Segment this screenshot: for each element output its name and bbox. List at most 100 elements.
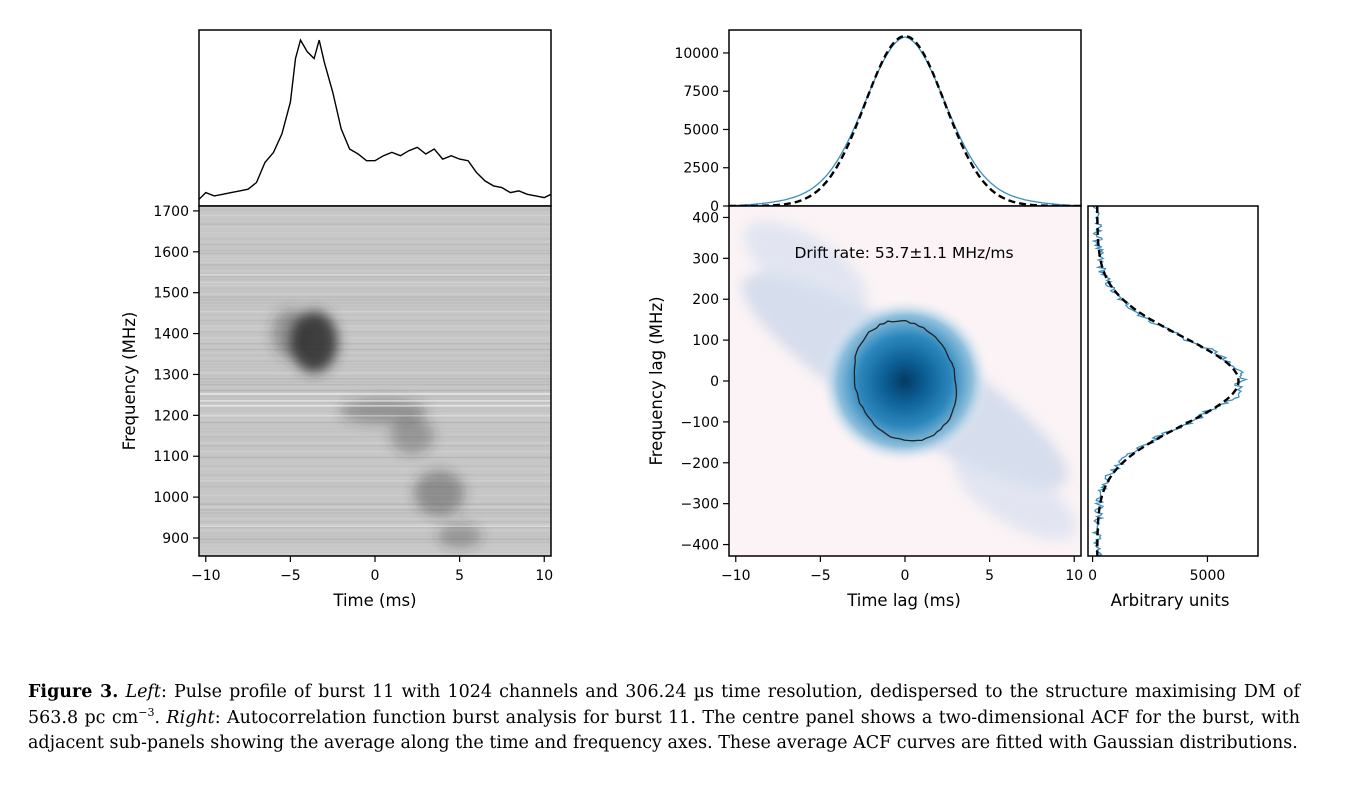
acf-lower-lobe	[953, 451, 1077, 541]
spectrum-rfi-band	[199, 392, 551, 395]
spectrum-channel-stripe	[199, 267, 551, 269]
caption-left-sup: −3	[138, 705, 155, 719]
spectrum-channel-stripe	[199, 483, 551, 485]
time-acf-y-tick-label: 5000	[683, 122, 719, 138]
spectrum-channel-stripe	[199, 468, 551, 470]
spectrum-channel-stripe	[199, 357, 551, 360]
spectrum-rfi-band	[199, 525, 551, 527]
dynamic-spectrum-panel: −10 −5 0 5 10 900 1000 1100 1200 1300 1400 1500 160…	[120, 204, 553, 610]
spectrum-channel-stripe	[199, 334, 551, 336]
time-acf-frame	[728, 29, 1082, 207]
spectrum-channel-stripe	[199, 276, 551, 278]
spectrum-channel-stripe	[199, 523, 551, 526]
acf-y-axis-label: Frequency lag (MHz)	[647, 296, 666, 465]
spectrum-channel-stripe	[199, 453, 551, 456]
spectrum-emission-region	[390, 417, 435, 455]
time-acf-y-tick-label: 2500	[683, 161, 719, 177]
spectrum-channel-stripe	[199, 369, 551, 371]
spectrum-channel-stripe	[199, 442, 551, 444]
spectrum-y-tick-label: 1100	[153, 449, 189, 465]
spectrum-x-tick-label: 0	[371, 568, 380, 584]
spectrum-channel-stripe	[199, 465, 551, 467]
spectrum-channel-stripe	[199, 538, 551, 540]
spectrum-channel-stripe	[199, 348, 551, 351]
acf-y-tick-label: 0	[710, 374, 719, 390]
spectrum-channel-stripe	[199, 214, 551, 217]
spectrum-y-tick-label: 1600	[153, 245, 189, 261]
spectrum-channel-stripe	[199, 316, 551, 319]
spectrum-channel-stripe	[199, 471, 551, 473]
spectrum-channel-stripe	[199, 290, 551, 292]
spectrum-channel-stripe	[199, 346, 551, 348]
pulse-profile-line	[199, 38, 551, 200]
frequency-acf-frame	[1087, 205, 1259, 557]
spectrum-channel-stripe	[199, 366, 551, 368]
spectrum-channel-stripe	[199, 477, 551, 479]
spectrum-channel-stripe	[199, 232, 551, 234]
spectrum-channel-stripe	[199, 243, 551, 246]
spectrum-channel-stripe	[199, 456, 551, 459]
spectrum-channel-stripe	[199, 439, 551, 441]
spectrum-channel-stripe	[199, 518, 551, 520]
spectrum-rfi-band	[199, 415, 551, 417]
spectrum-channel-stripe	[199, 354, 551, 357]
spectrum-y-tick-label: 900	[162, 531, 189, 547]
acf-upper-lobe	[743, 221, 867, 311]
acf-x-tick-label: −5	[810, 568, 831, 584]
caption-left-word: Left	[125, 682, 161, 702]
caption-left-text: : Pulse profile of burst 11 with 1024 ch…	[28, 682, 1300, 728]
pulse-profile-panel	[198, 29, 552, 207]
spectrum-emission-region	[271, 309, 309, 359]
spectrum-channel-stripe	[199, 541, 551, 543]
acf-contour	[853, 319, 958, 442]
spectrum-channel-stripe	[199, 302, 551, 304]
acf-x-tick-label: 0	[901, 568, 910, 584]
spectrum-channel-stripe	[199, 436, 551, 438]
acf-y-tick-label: 300	[692, 251, 719, 267]
time-acf-data-line	[729, 36, 1081, 206]
spectrum-channel-stripe	[199, 337, 551, 339]
spectrum-emission-region	[437, 523, 482, 549]
pulse-profile-frame	[198, 29, 552, 207]
spectrum-y-tick-label: 1000	[153, 490, 189, 506]
spectrum-channel-stripe	[199, 521, 551, 523]
spectrum-channel-stripe	[199, 515, 551, 517]
spectrum-channel-stripe	[199, 343, 551, 345]
spectrum-channel-stripe	[199, 503, 551, 505]
spectrum-emission-region	[413, 470, 465, 516]
spectrum-channel-stripe	[199, 430, 551, 432]
spectrum-channel-stripe	[199, 278, 551, 281]
spectrum-rfi-band	[199, 405, 551, 407]
spectrum-channel-stripe	[199, 486, 551, 488]
spectrum-channel-stripe	[199, 351, 551, 354]
spectrum-y-tick-label: 1200	[153, 408, 189, 424]
spectrum-channel-stripe	[199, 497, 551, 500]
acf-y-tick-label: 400	[692, 210, 719, 226]
spectrum-channel-stripe	[199, 223, 551, 225]
frequency-acf-x-tick-label: 5000	[1190, 568, 1226, 584]
spectrum-x-tick-label: 5	[455, 568, 464, 584]
spectrum-channel-stripe	[199, 211, 551, 214]
spectrum-channel-stripe	[199, 491, 551, 494]
spectrum-channel-stripe	[199, 512, 551, 514]
figure-caption: Figure 3. Left: Pulse profile of burst 1…	[28, 680, 1300, 757]
caption-label: Figure 3.	[28, 682, 119, 702]
spectrum-channel-stripe	[199, 529, 551, 532]
caption-right-word: Right	[166, 707, 215, 728]
spectrum-channel-stripe	[199, 544, 551, 546]
acf-x-tick-label: −10	[721, 568, 751, 584]
spectrum-x-tick-label: 10	[535, 568, 553, 584]
spectrum-channel-stripe	[199, 208, 551, 211]
acf-x-tick-label: 10	[1065, 568, 1083, 584]
acf-x-axis-label: Time lag (ms)	[846, 591, 961, 610]
spectrum-channel-stripe	[199, 299, 551, 301]
spectrum-channel-stripe	[199, 331, 551, 333]
spectrum-rfi-band	[199, 400, 551, 402]
spectrum-channel-stripe	[199, 488, 551, 491]
spectrum-channel-stripe	[199, 217, 551, 220]
spectrum-channel-stripe	[199, 448, 551, 450]
spectrum-channel-stripe	[199, 238, 551, 240]
frequency-acf-x-tick-label: 0	[1088, 568, 1097, 584]
spectrum-channel-stripe	[199, 445, 551, 447]
spectrum-channel-stripe	[199, 451, 551, 453]
